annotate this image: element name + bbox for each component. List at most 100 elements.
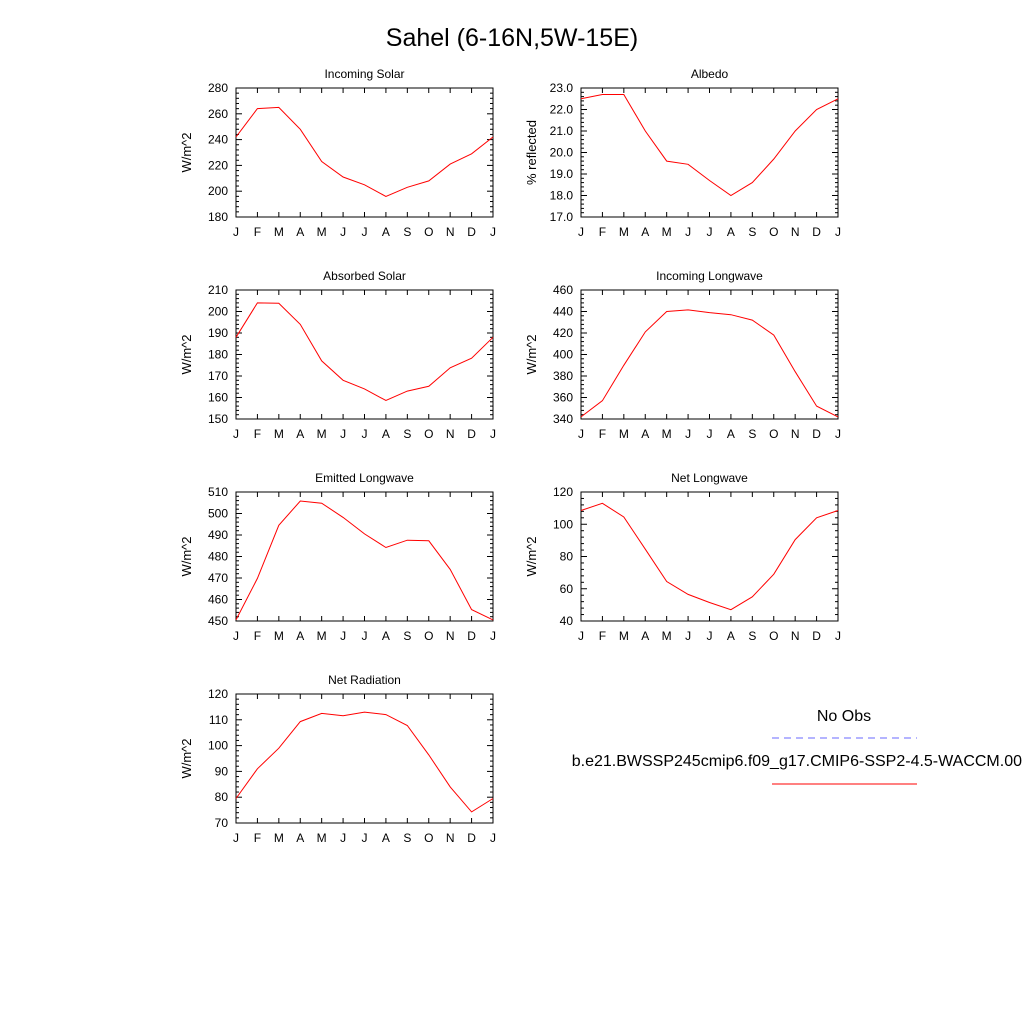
x-tick-label: S	[403, 629, 411, 643]
x-tick-label: N	[791, 427, 800, 441]
x-tick-label: F	[254, 427, 261, 441]
y-tick-label: 100	[208, 739, 228, 753]
x-tick-label: S	[403, 225, 411, 239]
chart-title: Incoming Longwave	[656, 269, 763, 283]
x-tick-label: J	[707, 427, 713, 441]
x-tick-label: O	[424, 427, 433, 441]
x-tick-label: F	[599, 225, 606, 239]
x-tick-label: N	[791, 225, 800, 239]
series-line-0	[235, 500, 494, 621]
x-tick-label: J	[707, 629, 713, 643]
y-tick-label: 450	[208, 614, 228, 628]
y-tick-label: 180	[208, 348, 228, 362]
y-tick-label: 150	[208, 412, 228, 426]
series-line-0	[580, 502, 839, 611]
x-tick-label: A	[641, 427, 649, 441]
plot-frame	[235, 87, 494, 218]
x-tick-label: D	[812, 225, 821, 239]
y-tick-label: 220	[208, 158, 228, 172]
x-tick-label: M	[662, 225, 672, 239]
x-tick-label: A	[382, 225, 390, 239]
y-tick-label: 260	[208, 107, 228, 121]
x-tick-label: J	[362, 427, 368, 441]
x-tick-label: J	[835, 629, 841, 643]
legend: No Obs b.e21.BWSSP245cmip6.f09_g17.CMIP6…	[572, 708, 1022, 785]
x-tick-label: M	[274, 427, 284, 441]
y-tick-label: 80	[560, 550, 574, 564]
y-tick-label: 200	[208, 184, 228, 198]
x-tick-label: A	[296, 629, 304, 643]
x-tick-label: J	[490, 225, 496, 239]
y-tick-label: 23.0	[550, 81, 574, 95]
series-line-0	[580, 94, 839, 197]
x-tick-label: S	[748, 427, 756, 441]
x-tick-label: M	[619, 629, 629, 643]
x-tick-label: M	[274, 629, 284, 643]
y-tick-label: 360	[553, 391, 573, 405]
y-tick-label: 120	[553, 485, 573, 499]
y-tick-label: 440	[553, 305, 573, 319]
x-tick-label: A	[382, 629, 390, 643]
y-axis-label: W/m^2	[524, 536, 539, 576]
x-tick-label: J	[233, 629, 239, 643]
x-tick-label: A	[727, 225, 735, 239]
x-tick-label: S	[748, 225, 756, 239]
x-tick-label: J	[490, 629, 496, 643]
y-tick-label: 22.0	[550, 103, 574, 117]
y-tick-label: 480	[208, 550, 228, 564]
series-line-0	[235, 106, 494, 197]
series-line-0	[580, 309, 839, 418]
plot-frame	[235, 289, 494, 420]
x-tick-label: J	[490, 831, 496, 845]
x-tick-label: D	[467, 427, 476, 441]
x-tick-label: J	[835, 225, 841, 239]
y-axis-label: W/m^2	[179, 334, 194, 374]
x-tick-label: O	[424, 831, 433, 845]
y-tick-label: 20.0	[550, 146, 574, 160]
figure-title: Sahel (6-16N,5W-15E)	[386, 24, 638, 52]
axis-ticks	[580, 491, 839, 622]
x-tick-label: M	[619, 225, 629, 239]
y-tick-label: 180	[208, 210, 228, 224]
y-tick-label: 90	[215, 764, 229, 778]
x-tick-label: J	[340, 225, 346, 239]
x-tick-label: M	[317, 629, 327, 643]
x-tick-label: S	[748, 629, 756, 643]
y-tick-label: 200	[208, 305, 228, 319]
y-tick-label: 280	[208, 81, 228, 95]
chart-title: Absorbed Solar	[323, 269, 406, 283]
y-axis-label: W/m^2	[179, 536, 194, 576]
x-tick-label: M	[619, 427, 629, 441]
x-tick-label: A	[641, 629, 649, 643]
x-tick-label: S	[403, 831, 411, 845]
plot-frame	[235, 693, 494, 824]
x-tick-label: A	[641, 225, 649, 239]
x-tick-label: J	[685, 629, 691, 643]
x-tick-label: A	[382, 831, 390, 845]
x-tick-label: M	[317, 831, 327, 845]
y-tick-label: 400	[553, 348, 573, 362]
x-tick-label: J	[233, 427, 239, 441]
x-tick-label: N	[446, 629, 455, 643]
x-tick-label: D	[467, 225, 476, 239]
x-tick-label: M	[317, 427, 327, 441]
y-tick-label: 40	[560, 614, 574, 628]
y-tick-label: 190	[208, 326, 228, 340]
y-tick-label: 460	[553, 283, 573, 297]
x-tick-label: O	[424, 225, 433, 239]
x-tick-label: F	[254, 225, 261, 239]
chart-title: Albedo	[691, 67, 729, 81]
x-tick-label: J	[362, 225, 368, 239]
axis-ticks	[235, 491, 494, 622]
plot-frame	[235, 491, 494, 622]
y-tick-label: 240	[208, 133, 228, 147]
x-tick-label: A	[727, 427, 735, 441]
x-tick-label: A	[296, 831, 304, 845]
x-tick-label: F	[254, 629, 261, 643]
chart-title: Net Longwave	[671, 471, 748, 485]
